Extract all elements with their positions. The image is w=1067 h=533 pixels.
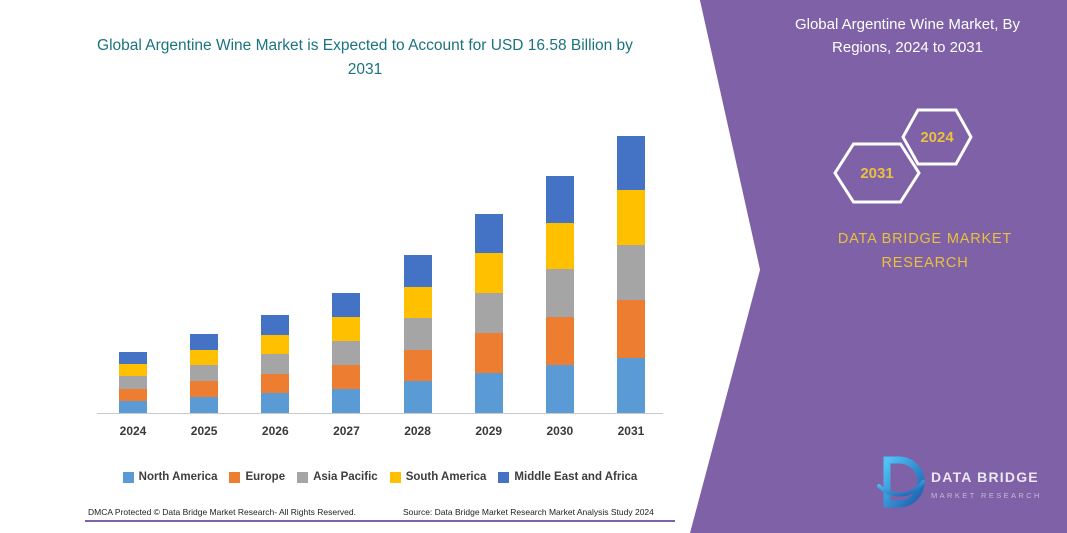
legend-label: Europe <box>245 471 286 483</box>
bar-2027 <box>332 293 361 413</box>
bar-2031 <box>616 136 645 413</box>
bar-segment-2030-north-america <box>545 364 574 413</box>
bar-segment-2028-asia-pacific <box>403 317 432 350</box>
stacked-bar-chart <box>119 123 645 413</box>
logo-text-secondary: MARKET RESEARCH <box>931 491 1042 500</box>
legend-swatch <box>122 471 134 483</box>
legend-item-middle-east-and-africa: Middle East and Africa <box>498 471 637 483</box>
bar-segment-2030-europe <box>545 317 574 365</box>
hexagon-2024 <box>901 108 973 166</box>
legend-item-europe: Europe <box>229 471 285 483</box>
legend-item-asia-pacific: Asia Pacific <box>297 471 378 483</box>
bar-segment-2031-europe <box>616 300 645 358</box>
chart-title: Global Argentine Wine Market is Expected… <box>97 37 633 79</box>
legend-label: North America <box>138 471 218 483</box>
x-axis-label-2028: 2028 <box>404 424 431 438</box>
bar-2028 <box>403 255 432 413</box>
bar-segment-2031-middle-east-and-africa <box>616 136 645 191</box>
bar-segment-2031-south-america <box>616 190 645 246</box>
bar-segment-2025-europe <box>190 381 219 398</box>
bar-segment-2024-asia-pacific <box>119 376 147 389</box>
legend-label: Middle East and Africa <box>514 471 638 483</box>
bar-segment-2029-asia-pacific <box>474 293 503 333</box>
bar-segment-2031-north-america <box>616 357 645 413</box>
bar-segment-2029-middle-east-and-africa <box>474 213 503 254</box>
hexagon-2031-label: 2031 <box>860 165 893 182</box>
bar-segment-2027-north-america <box>332 388 361 413</box>
bar-segment-2024-middle-east-and-africa <box>119 352 147 365</box>
bottom-divider <box>85 520 675 522</box>
bar-segment-2025-asia-pacific <box>190 365 219 382</box>
legend-swatch <box>498 471 510 483</box>
bar-segment-2026-south-america <box>261 334 290 355</box>
x-axis-label-2026: 2026 <box>261 424 289 438</box>
bar-segment-2029-europe <box>474 332 503 373</box>
chart-legend: North America Europe Asia Pacific South Ame… <box>80 471 680 483</box>
bar-segment-2029-south-america <box>474 253 503 294</box>
legend-item-south-america: South America <box>389 471 487 483</box>
bar-segment-2025-north-america <box>190 397 219 413</box>
legend-swatch <box>229 471 241 483</box>
x-axis-label-2025: 2025 <box>190 424 218 438</box>
bar-segment-2027-asia-pacific <box>332 340 361 365</box>
x-axis-labels: 2024 2025 2026 2027 2028 2029 2030 2031 <box>119 424 645 438</box>
bar-segment-2028-north-america <box>403 381 432 413</box>
source-note: Source: Data Bridge Market Research Mark… <box>403 507 654 517</box>
bar-segment-2027-south-america <box>332 316 361 341</box>
x-axis-label-2031: 2031 <box>617 424 645 438</box>
bar-segment-2027-europe <box>332 364 361 389</box>
bar-segment-2025-south-america <box>190 349 219 366</box>
data-bridge-logo: DATA BRIDGE MARKET RESEARCH <box>877 456 1042 508</box>
bar-segment-2025-middle-east-and-africa <box>190 333 219 350</box>
x-axis-label-2029: 2029 <box>475 424 503 438</box>
bar-2030 <box>545 176 574 413</box>
legend-item-north-america: North America <box>122 471 218 483</box>
bar-segment-2027-middle-east-and-africa <box>332 293 361 317</box>
legend-swatch <box>389 471 401 483</box>
logo-text-primary: DATA BRIDGE <box>931 469 1039 485</box>
bar-segment-2028-europe <box>403 349 432 382</box>
hexagon-2024-label: 2024 <box>920 129 954 146</box>
logo-mark <box>877 456 925 508</box>
brand-wordmark: DATA BRIDGE MARKET RESEARCH <box>837 231 1013 271</box>
bar-segment-2028-south-america <box>403 286 432 318</box>
hexagon-2031 <box>833 142 921 204</box>
bar-segment-2030-asia-pacific <box>545 269 574 318</box>
legend-swatch <box>297 471 309 483</box>
panel-title: Global Argentine Wine Market, By Regions… <box>794 16 1021 56</box>
bar-segment-2026-north-america <box>261 393 290 413</box>
bar-2029 <box>474 213 503 413</box>
bar-segment-2026-europe <box>261 373 290 394</box>
bar-segment-2024-europe <box>119 388 147 401</box>
bar-segment-2024-south-america <box>119 364 147 377</box>
x-axis-line <box>97 413 663 414</box>
year-hexagons: 2031 2024 <box>833 108 973 204</box>
bar-segment-2026-asia-pacific <box>261 354 290 374</box>
x-axis-label-2027: 2027 <box>333 424 360 438</box>
bar-segment-2028-middle-east-and-africa <box>403 255 432 287</box>
x-axis-label-2030: 2030 <box>546 424 574 438</box>
bar-2024 <box>119 352 147 413</box>
bar-segment-2026-middle-east-and-africa <box>261 315 290 335</box>
bar-segment-2030-middle-east-and-africa <box>545 176 574 223</box>
bar-segment-2024-north-america <box>119 400 147 413</box>
dmca-notice: DMCA Protected © Data Bridge Market Rese… <box>88 507 356 517</box>
right-panel: Global Argentine Wine Market, By Regions… <box>690 0 1067 533</box>
bar-segment-2030-south-america <box>545 222 574 270</box>
bar-segment-2031-asia-pacific <box>616 245 645 301</box>
bar-2026 <box>261 315 290 413</box>
bar-segment-2029-north-america <box>474 372 503 413</box>
legend-label: Asia Pacific <box>313 471 378 483</box>
legend-label: South America <box>405 471 487 483</box>
bar-2025 <box>190 333 219 413</box>
x-axis-label-2024: 2024 <box>119 424 147 438</box>
